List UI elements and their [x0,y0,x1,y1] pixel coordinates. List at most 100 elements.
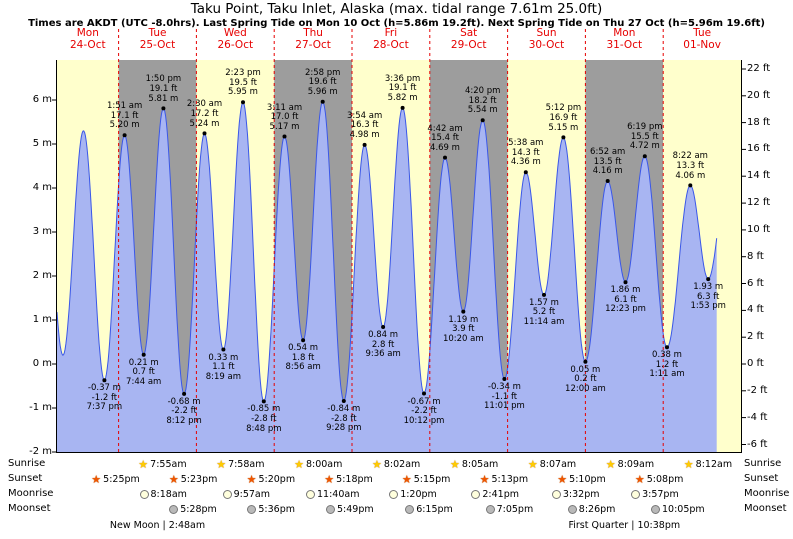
day-date: 26-Oct [217,38,254,51]
sunrise-icon: ★ [527,458,538,471]
moonset-time: 8:26pm [578,504,616,515]
high-tide-annotation: 4:42 am 15.4 ft 4.69 m [427,124,462,154]
sunset-icon: ★ [401,473,412,486]
chart-subtitle: Times are AKDT (UTC -8.0hrs). Last Sprin… [28,18,765,29]
moonset-icon [567,505,577,514]
y-axis-label-right: 8 ft [747,250,764,262]
day-header: Tue 01-Nov [683,27,721,51]
tide-extremum-dot [623,280,628,285]
annotation-line: 1.57 m [529,297,559,308]
row-label-moonset-left: Moonset [8,503,51,514]
y-axis-label-right: 10 ft [747,223,771,235]
day-date: 29-Oct [450,38,487,51]
moonrise-icon [389,490,399,499]
annotation-line: 3:11 am [266,102,303,113]
annotation-line: 12:00 am [565,383,606,394]
y-axis-label-right: 4 ft [747,304,764,316]
low-tide-annotation: 0.33 m 1.1 ft 8:19 am [206,353,241,383]
annotation-line: 1:50 pm [145,74,182,85]
y-axis-label-right: -6 ft [747,438,768,450]
sunset-time: 5:13pm [491,474,529,485]
annotation-line: 12:23 pm [605,304,646,315]
day-weekday: Tue [693,27,712,39]
annotation-line: 3:54 am [346,110,383,121]
annotation-line: 19.6 ft [308,77,337,88]
moonrise-entry: 1:20pm [389,488,437,501]
sunset-icon: ★ [168,473,179,486]
moonset-entry: 8:26pm [567,503,616,516]
sunrise-icon: ★ [216,458,227,471]
sunrise-icon: ★ [683,458,694,471]
moonrise-entry: 9:57am [222,488,271,501]
annotation-line: 0.54 m [288,343,319,354]
annotation-line: 10:12 pm [403,415,445,426]
row-label-moonset-right: Moonset [744,503,787,514]
moonrise-icon [471,490,481,499]
low-tide-annotation: 1.19 m 3.9 ft 10:20 am [443,315,484,345]
y-axis-label-right: 2 ft [747,331,764,343]
tide-extremum-dot [706,277,711,282]
moonrise-time: 9:57am [233,489,271,500]
high-tide-annotation: 2:58 pm 19.6 ft 5.96 m [305,68,340,98]
sunset-time: 5:18pm [336,474,373,485]
sunrise-entry: ★ 8:12am [684,458,732,471]
sunrise-time: 8:02am [383,459,421,470]
high-tide-annotation: 3:54 am 16.3 ft 4.98 m [346,110,383,141]
tide-extremum-dot [381,325,386,329]
annotation-line: 5.2 ft [532,307,556,318]
sunset-icon: ★ [557,473,568,486]
day-date: 30-Oct [528,38,565,51]
sunset-entry: ★ 5:10pm [557,473,606,486]
annotation-line: 9:28 pm [326,423,362,434]
annotation-line: 0.38 m [652,350,682,361]
annotation-line: -0.84 m [327,404,361,414]
y-axis-label-right: -4 ft [747,411,768,423]
moonrise-time: 1:20pm [400,489,437,500]
annotation-line: 5.24 m [189,118,220,129]
annotation-line: 2:23 pm [225,68,261,79]
moonset-icon [247,505,257,514]
annotation-line: 15.4 ft [431,133,459,144]
sunrise-time: 7:58am [228,459,265,470]
annotation-line: 5.17 m [269,121,300,132]
tide-extremum-dot [561,135,566,140]
y-axis-label-right: 12 ft [747,197,771,209]
annotation-line: -0.37 m [87,383,121,394]
tide-extremum-dot [461,309,466,314]
moonset-icon [326,505,335,514]
annotation-line: 3:36 pm [384,73,421,84]
annotation-line: 17.1 ft [110,110,139,121]
annotation-line: 5.54 m [467,105,498,116]
low-tide-annotation: -0.67 m -2.2 ft 10:12 pm [403,396,445,427]
annotation-line: 5:12 pm [545,103,582,114]
sunset-time: 5:20pm [258,474,296,485]
tide-extremum-dot [480,118,485,123]
tide-extremum-dot [542,292,546,297]
day-weekday: Mon [613,27,636,39]
annotation-line: 6.1 ft [614,294,637,305]
annotation-line: 17.2 ft [190,108,219,119]
day-weekday: Sat [460,27,478,39]
tide-extremum-dot [502,377,507,381]
sunrise-entry: ★ 7:55am [138,458,186,471]
sunset-entry: ★ 5:20pm [247,473,296,486]
sunset-time: 5:25pm [103,474,140,485]
tide-extremum-dot [241,100,245,105]
tide-extremum-dot [583,359,588,364]
annotation-line: 6:52 am [590,147,626,157]
moonset-time: 5:28pm [180,504,217,515]
annotation-line: 8:22 am [672,151,708,162]
annotation-line: 8:56 am [285,362,321,373]
sunset-time: 5:23pm [180,474,218,485]
tide-extremum-dot [202,131,207,136]
annotation-line: -2.8 ft [251,413,277,424]
annotation-line: 16.3 ft [350,120,379,131]
high-tide-annotation: 1:50 pm 19.1 ft 5.81 m [146,75,181,104]
annotation-line: -0.67 m [407,396,441,407]
annotation-line: 5.81 m [148,93,179,104]
annotation-line: 5.96 m [307,86,338,97]
moonrise-entry: 3:57pm [631,488,679,501]
sunrise-entry: ★ 8:02am [372,458,420,471]
